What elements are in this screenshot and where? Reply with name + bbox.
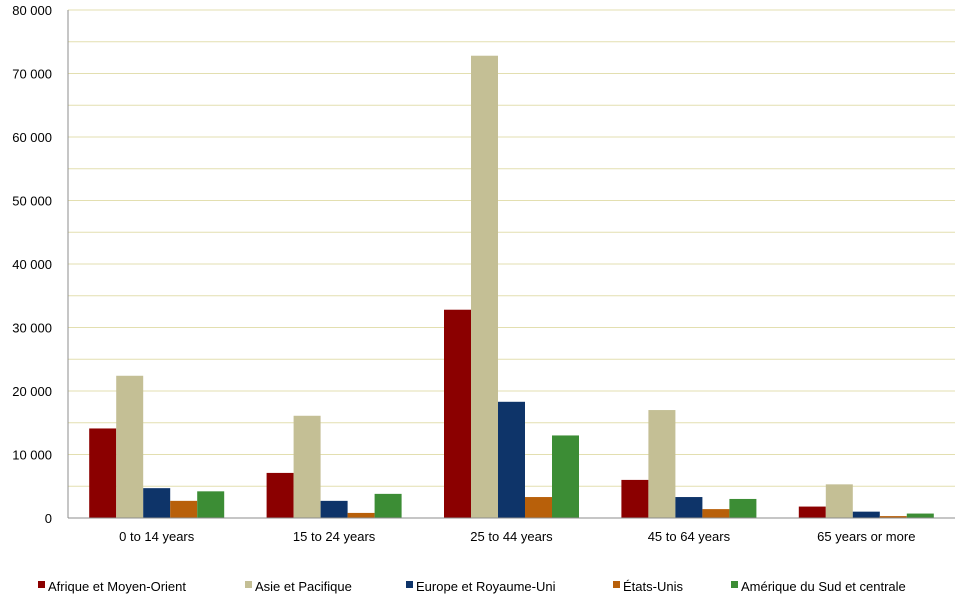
bar <box>374 493 402 518</box>
bar <box>471 55 498 518</box>
bar <box>825 484 853 518</box>
y-tick-label: 80 000 <box>12 3 52 18</box>
bar <box>116 375 144 518</box>
legend-swatch <box>613 581 620 588</box>
legend: Afrique et Moyen-Orient Asie et Pacifique… <box>38 579 906 594</box>
bars <box>89 55 934 518</box>
y-tick-label: 30 000 <box>12 321 52 336</box>
bar <box>621 479 649 518</box>
bar <box>320 500 348 518</box>
bar <box>852 511 880 518</box>
bar <box>293 415 321 518</box>
bar <box>648 410 676 518</box>
y-tick-label: 10 000 <box>12 448 52 463</box>
legend-label: États-Unis <box>623 579 683 594</box>
bar <box>525 497 552 518</box>
y-tick-label: 60 000 <box>12 130 52 145</box>
bar <box>266 472 294 518</box>
x-tick-label: 0 to 14 years <box>119 529 195 544</box>
gridlines <box>68 9 955 487</box>
legend-label: Amérique du Sud et centrale <box>741 579 906 594</box>
bar <box>675 497 703 518</box>
x-tick-label: 15 to 24 years <box>293 529 376 544</box>
bar <box>197 491 225 518</box>
legend-swatch <box>406 581 413 588</box>
bar <box>906 513 934 518</box>
x-tick-label: 25 to 44 years <box>470 529 553 544</box>
bar <box>702 509 730 518</box>
bar <box>143 488 171 518</box>
legend-label: Afrique et Moyen-Orient <box>48 579 186 594</box>
bar <box>498 401 525 518</box>
legend-swatch <box>245 581 252 588</box>
x-tick-label: 45 to 64 years <box>648 529 731 544</box>
legend-swatch <box>731 581 738 588</box>
y-tick-label: 50 000 <box>12 194 52 209</box>
legend-label: Asie et Pacifique <box>255 579 352 594</box>
y-axis-tick-labels: 0 10 000 20 000 30 000 40 000 50 000 60 000 70 … <box>12 3 52 526</box>
x-tick-label: 65 years or more <box>817 529 915 544</box>
bar <box>170 500 198 518</box>
bar <box>444 309 471 518</box>
bar <box>89 428 117 518</box>
legend-label: Europe et Royaume-Uni <box>416 579 556 594</box>
y-tick-label: 70 000 <box>12 67 52 82</box>
y-tick-label: 0 <box>45 511 52 526</box>
legend-swatch <box>38 581 45 588</box>
y-tick-label: 40 000 <box>12 257 52 272</box>
bar <box>879 516 907 518</box>
bar <box>347 512 375 518</box>
x-axis-tick-labels: 0 to 14 years 15 to 24 years 25 to 44 year… <box>119 529 915 544</box>
bar <box>552 435 579 518</box>
y-tick-label: 20 000 <box>12 384 52 399</box>
bar <box>729 498 757 518</box>
bar <box>798 506 826 518</box>
